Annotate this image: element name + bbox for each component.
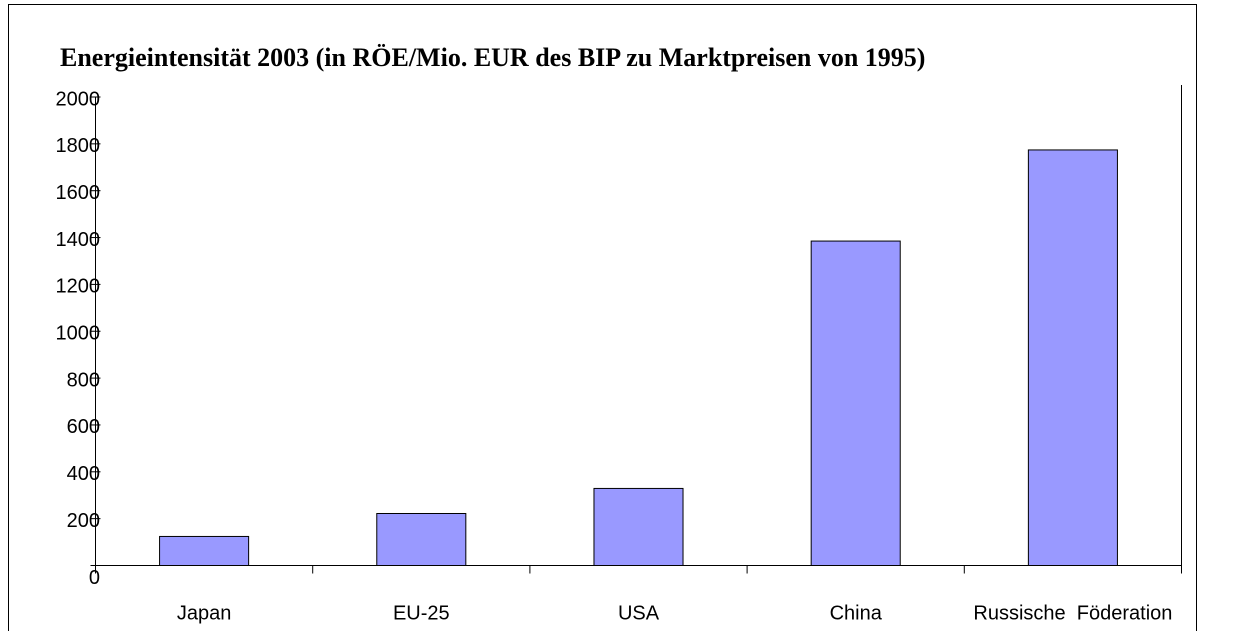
x-tick-label: USA bbox=[618, 602, 660, 624]
chart-title: Energieintensität 2003 (in RÖE/Mio. EUR … bbox=[60, 43, 925, 72]
bar bbox=[159, 535, 250, 567]
y-tick-label: 600 bbox=[67, 416, 100, 438]
y-tick-label: 0 bbox=[89, 567, 100, 589]
y-tick-label: 400 bbox=[67, 463, 100, 485]
bar bbox=[810, 240, 901, 566]
y-tick-label: 2000 bbox=[56, 88, 101, 110]
y-tick-label: 1000 bbox=[56, 323, 101, 345]
y-tick-label: 800 bbox=[67, 369, 100, 391]
bar bbox=[1027, 149, 1118, 567]
bar bbox=[376, 512, 467, 567]
x-tick-label: EU-25 bbox=[393, 602, 450, 624]
y-tick-label: 1400 bbox=[56, 229, 101, 251]
y-tick-label: 1200 bbox=[56, 276, 101, 298]
y-tick-label: 1600 bbox=[56, 182, 101, 204]
x-tick-label: Russische Föderation bbox=[973, 602, 1172, 624]
x-tick-label: Japan bbox=[177, 602, 232, 624]
x-tick-label: China bbox=[830, 602, 883, 624]
y-tick-label: 1800 bbox=[56, 135, 101, 157]
bar bbox=[593, 487, 684, 567]
y-tick-label: 200 bbox=[67, 510, 100, 532]
